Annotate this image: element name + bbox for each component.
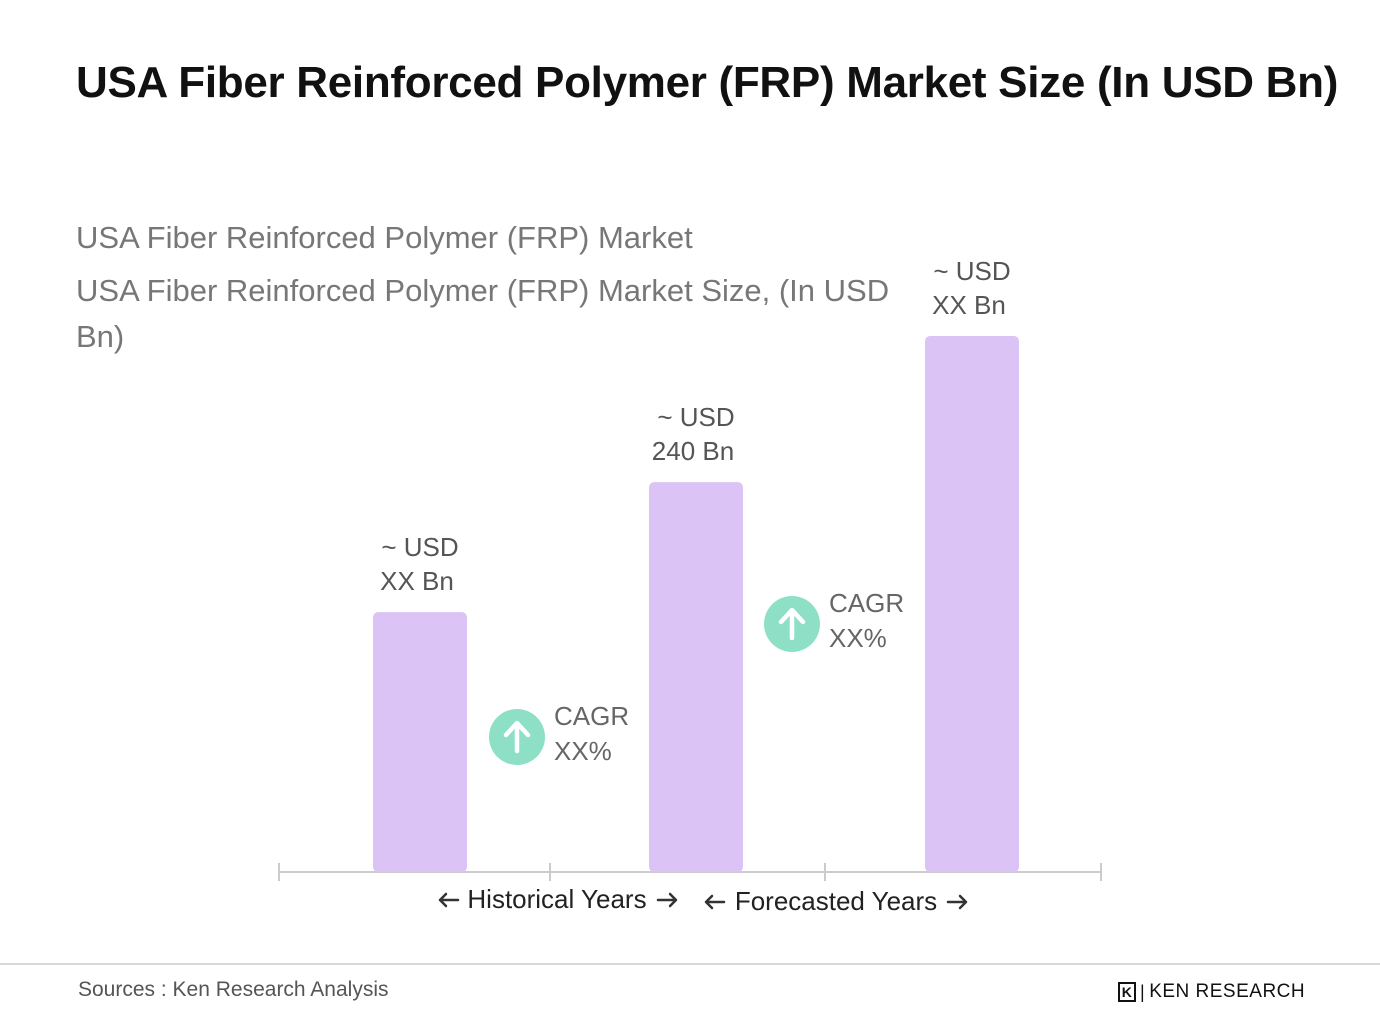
axis-section-label-1: Historical Years bbox=[467, 884, 646, 914]
axis-section-label-2: Forecasted Years bbox=[735, 886, 937, 916]
market-size-bar-chart: ~ USD XX Bn ~ USD 240 Bn ~ USD XX Bn CAGR XX% C… bbox=[278, 256, 1102, 916]
bar-2-value-label-line1: ~ USD bbox=[657, 402, 734, 432]
footer-divider bbox=[0, 963, 1380, 965]
cagr-1-arrow-glyph bbox=[503, 720, 531, 754]
chart-title: USA Fiber Reinforced Polymer (FRP) Marke… bbox=[76, 220, 693, 255]
bar-1-value-label-line2: XX Bn bbox=[380, 566, 454, 596]
cagr-2-label: CAGR bbox=[829, 588, 904, 618]
brand-mark: K bbox=[1118, 982, 1136, 1002]
cagr-2-value: XX% bbox=[829, 623, 887, 653]
ken-research-logo: K | KEN RESEARCH bbox=[1118, 981, 1305, 1003]
brand-name: KEN RESEARCH bbox=[1149, 981, 1306, 1002]
cagr-1-value: XX% bbox=[554, 736, 612, 766]
bar-3 bbox=[925, 336, 1019, 872]
brand-separator: | bbox=[1140, 981, 1146, 1002]
cagr-1-label: CAGR bbox=[554, 701, 629, 731]
bar-2-value-label-line2: 240 Bn bbox=[652, 436, 734, 466]
chart-subtitle: USA Fiber Reinforced Polymer (FRP) Marke… bbox=[76, 273, 890, 354]
bar-1 bbox=[373, 612, 467, 872]
bar-3-value-label-line2: XX Bn bbox=[932, 290, 1006, 320]
bar-2 bbox=[649, 482, 743, 872]
axis-section-1-right-arrow-icon bbox=[656, 892, 678, 908]
page-title: USA Fiber Reinforced Polymer (FRP) Marke… bbox=[76, 58, 1339, 107]
axis-section-2-right-arrow-icon bbox=[946, 894, 968, 910]
sources-note: Sources : Ken Research Analysis bbox=[78, 978, 389, 1001]
bar-3-value-label-line1: ~ USD bbox=[933, 256, 1010, 286]
axis-section-2-left-arrow-icon bbox=[704, 894, 726, 910]
cagr-2-arrow-glyph bbox=[778, 607, 806, 641]
bar-1-value-label-line1: ~ USD bbox=[381, 532, 458, 562]
axis-section-1-left-arrow-icon bbox=[438, 892, 460, 908]
